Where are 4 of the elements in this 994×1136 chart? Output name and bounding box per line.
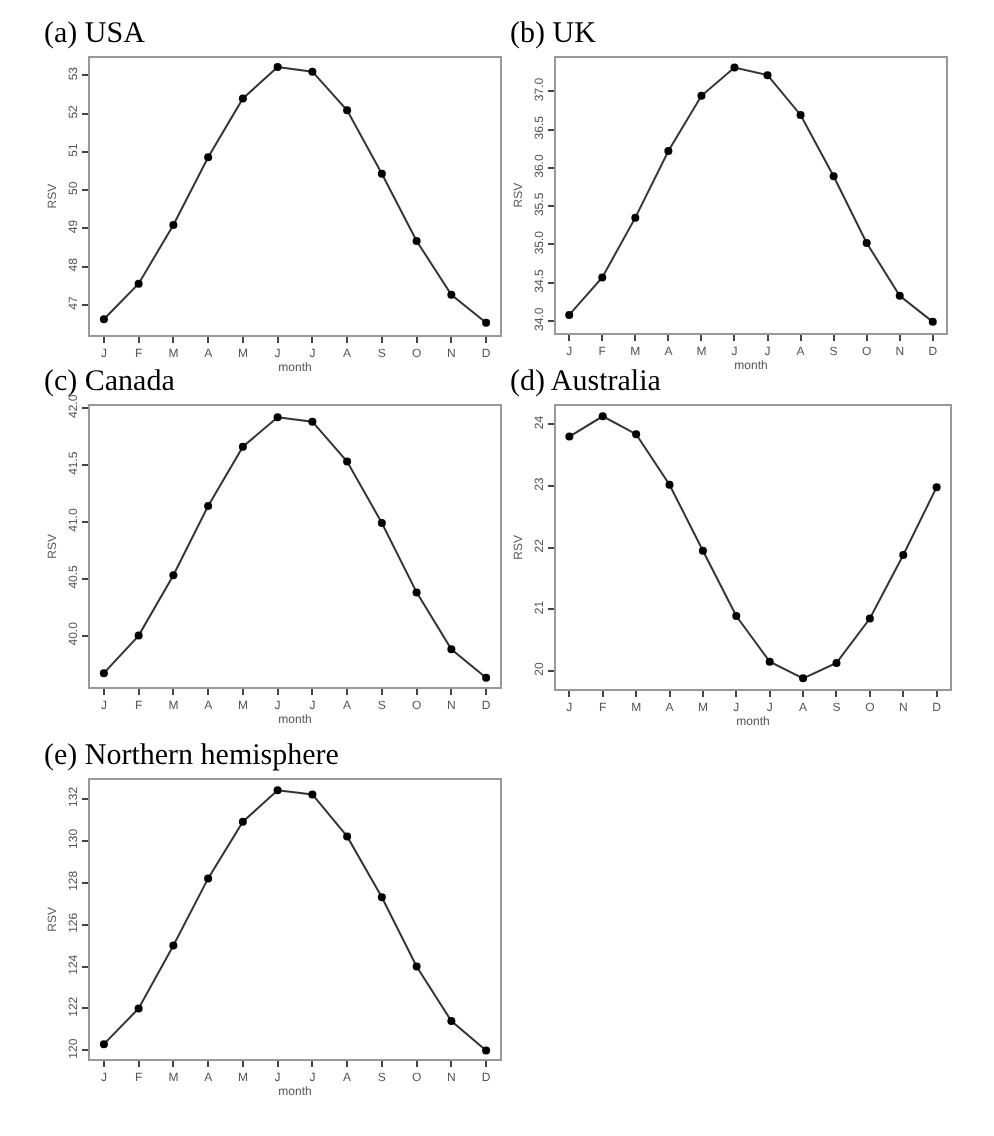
chart-title: (a) USA [44, 18, 146, 50]
chart-title: (d) Australia [510, 366, 662, 398]
chart-title: (b) UK [510, 18, 597, 50]
chart-title: (e) Northern hemisphere [44, 740, 340, 772]
